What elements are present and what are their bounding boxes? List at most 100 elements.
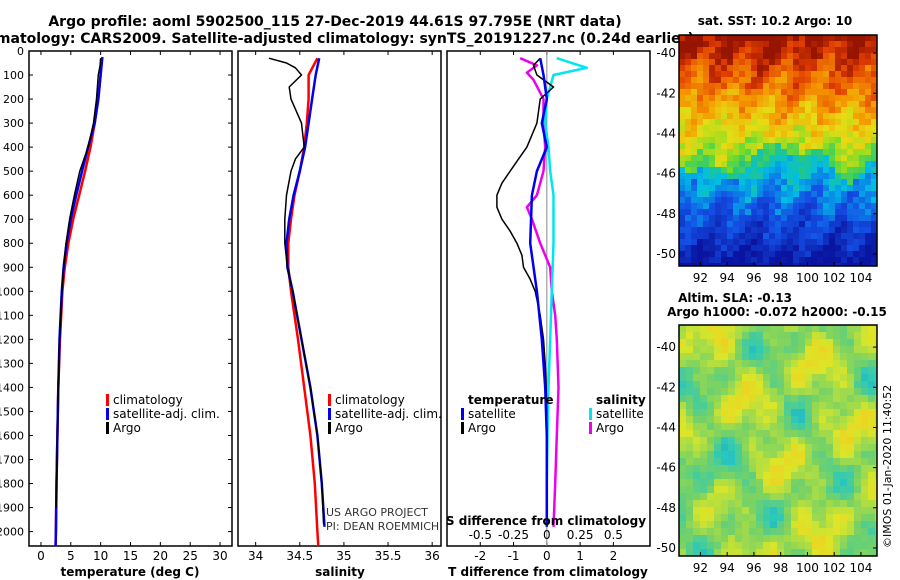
map-cell (823, 95, 830, 102)
map-cell (756, 500, 764, 508)
map-cell (721, 89, 728, 96)
map-cell (861, 416, 869, 424)
map-cell (745, 221, 752, 228)
map-cell (715, 143, 722, 150)
map-cell (787, 53, 794, 60)
map-cell (875, 353, 878, 361)
map-cell (784, 367, 792, 375)
map-cell (799, 125, 806, 132)
map-cell (841, 191, 848, 198)
map-cell (871, 239, 878, 246)
map-cell (787, 59, 794, 66)
map-cell (763, 155, 770, 162)
map-cell (835, 251, 842, 258)
map-cell (697, 155, 704, 162)
map-cell (861, 458, 869, 466)
map-cell (781, 221, 788, 228)
map-cell (721, 227, 728, 234)
map-cell (853, 191, 860, 198)
map-cell (854, 416, 862, 424)
map-cell (826, 360, 834, 368)
map-cell (833, 437, 841, 445)
map-cell (728, 374, 736, 382)
map-cell (871, 71, 878, 78)
map-cell (770, 360, 778, 368)
map-cell (817, 221, 824, 228)
map-cell (769, 197, 776, 204)
map-cell (847, 486, 855, 494)
map-cell (728, 521, 736, 529)
map-cell (793, 35, 800, 42)
map-cell (826, 325, 834, 333)
map-cell (791, 339, 799, 347)
map-cell (685, 233, 692, 240)
map-cell (727, 77, 734, 84)
map-cell (703, 83, 710, 90)
temperature-lines (54, 56, 104, 547)
map-cell (854, 430, 862, 438)
map-cell (700, 542, 708, 550)
map-cell (853, 53, 860, 60)
map-cell (799, 41, 806, 48)
map-cell (805, 119, 812, 126)
depth-tick-label: 1200 (0, 333, 24, 346)
map-cell (853, 125, 860, 132)
map-cell (805, 542, 813, 550)
map-cell (854, 346, 862, 354)
map-cell (805, 167, 812, 174)
map-cell (791, 332, 799, 340)
legend-label-climatology: climatology (335, 393, 405, 407)
map-cell (693, 360, 701, 368)
map-cell (875, 535, 878, 543)
map-cell (784, 549, 792, 557)
map-cell (742, 549, 750, 557)
map-cell (691, 113, 698, 120)
legend-swatch-climatology (106, 394, 109, 406)
map-cell (833, 430, 841, 438)
map-cell (721, 486, 729, 494)
map-cell (817, 167, 824, 174)
map-cell (791, 423, 799, 431)
map-cell (700, 381, 708, 389)
map-cell (709, 185, 716, 192)
map-cell (769, 113, 776, 120)
map-cell (693, 339, 701, 347)
map-cell (793, 47, 800, 54)
map-cell (841, 101, 848, 108)
map-cell (685, 221, 692, 228)
map-cell (763, 191, 770, 198)
map-cell (714, 374, 722, 382)
map-cell (763, 346, 771, 354)
map-cell (811, 107, 818, 114)
map-cell (868, 423, 876, 431)
map-cell (775, 77, 782, 84)
map-cell (847, 149, 854, 156)
map-cell (763, 549, 771, 557)
map-cell (739, 71, 746, 78)
map-cell (787, 101, 794, 108)
map-cell (745, 209, 752, 216)
map-cell (875, 402, 878, 410)
map-cell (685, 251, 692, 258)
x-tick-label: -1 (508, 549, 520, 563)
map-cell (749, 381, 757, 389)
map-cell (697, 227, 704, 234)
map-cell (770, 339, 778, 347)
map-cell (763, 339, 771, 347)
map-cell (781, 239, 788, 246)
map-cell (728, 360, 736, 368)
map-cell (727, 263, 734, 267)
map-cell (749, 367, 757, 375)
map-cell (826, 486, 834, 494)
map-cell (700, 409, 708, 417)
salinity-difference-tick-label: 0.5 (604, 528, 623, 542)
map-cell (775, 239, 782, 246)
map-cell (853, 131, 860, 138)
map-cell (775, 179, 782, 186)
x-tick-label: -2 (474, 549, 486, 563)
map-cell (679, 458, 687, 466)
map-cell (749, 360, 757, 368)
map-cell (733, 221, 740, 228)
map-cell (868, 367, 876, 375)
map-cell (823, 191, 830, 198)
